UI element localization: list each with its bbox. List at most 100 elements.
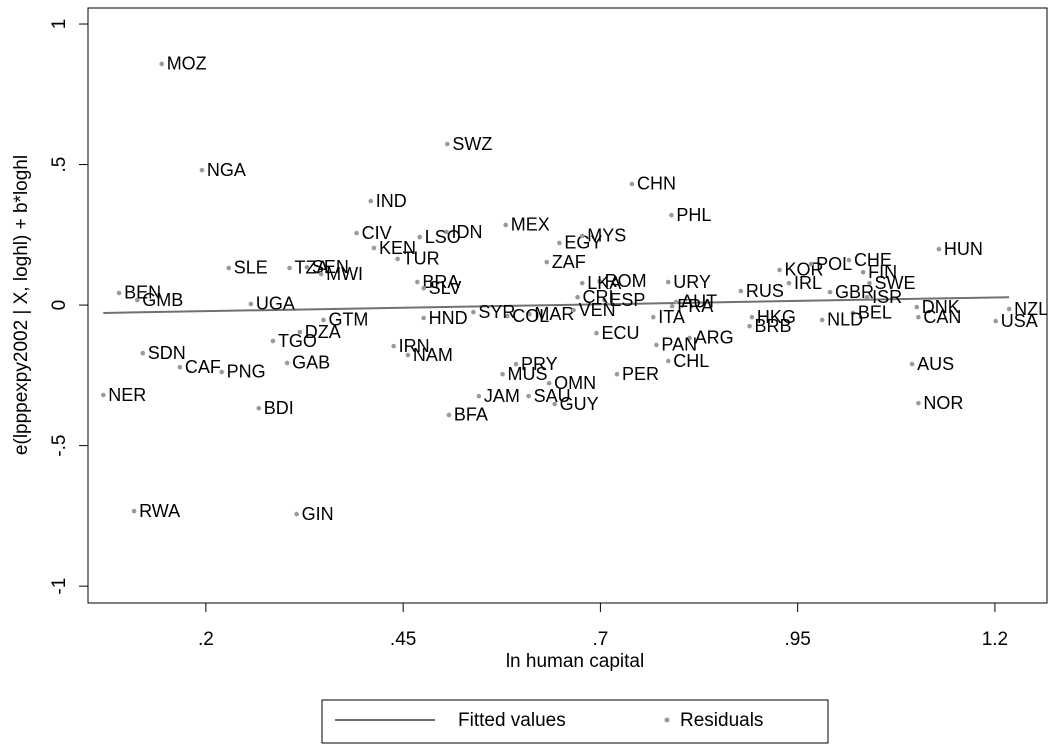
- residual-point: [446, 412, 452, 418]
- point-label: BDI: [264, 398, 294, 418]
- legend-label: Residuals: [680, 710, 763, 731]
- residual-point: [504, 313, 510, 319]
- point-label: SDN: [148, 343, 186, 363]
- point-label: BFA: [454, 405, 488, 425]
- residual-point: [391, 343, 396, 349]
- point-label: CHN: [637, 174, 676, 194]
- point-label: ECU: [601, 323, 639, 343]
- residual-point: [579, 233, 585, 239]
- residual-point: [131, 508, 137, 514]
- residual-point: [819, 317, 825, 323]
- residual-point: [445, 141, 450, 147]
- residual-point: [284, 360, 290, 366]
- residual-point: [226, 265, 232, 271]
- point-label: GUY: [560, 394, 599, 414]
- point-label: HND: [429, 308, 468, 328]
- point-label: CHL: [673, 351, 709, 371]
- point-label: PAN: [661, 335, 697, 355]
- residual-point: [867, 280, 872, 286]
- x-tick-label: .2: [198, 629, 214, 650]
- point-label: SLV: [429, 278, 462, 298]
- residual-point: [614, 371, 620, 377]
- residual-point: [405, 352, 411, 358]
- point-label: CAN: [923, 307, 961, 327]
- residual-point: [654, 342, 659, 348]
- point-label: NLD: [827, 310, 863, 330]
- residual-point: [256, 405, 262, 411]
- residual-point: [177, 364, 183, 370]
- point-label: MWI: [326, 264, 363, 284]
- residual-point: [304, 264, 310, 270]
- point-label: AUS: [917, 354, 954, 374]
- point-label: COL: [512, 306, 549, 326]
- residual-point: [527, 311, 532, 317]
- point-label: GMB: [142, 290, 183, 310]
- residual-point: [546, 380, 552, 386]
- residual-point: [248, 301, 254, 307]
- residual-point: [371, 245, 377, 251]
- residual-point: [860, 269, 866, 275]
- point-label: FRA: [677, 296, 713, 316]
- point-label: LKA: [587, 273, 621, 293]
- point-label: CRI: [583, 287, 614, 307]
- y-axis-label: e(lpppexpy2002 | X, loghl) + b*loghl: [11, 155, 32, 455]
- point-label: PNG: [227, 362, 266, 382]
- point-label: ISR: [872, 287, 902, 307]
- point-label: RUS: [746, 281, 784, 301]
- point-label: BEL: [858, 303, 892, 323]
- residual-point: [786, 280, 792, 286]
- residual-point: [544, 259, 550, 265]
- point-label: NOR: [923, 393, 963, 413]
- point-label: RWA: [139, 501, 180, 521]
- residual-point: [687, 335, 692, 341]
- residual-point: [219, 369, 224, 375]
- residual-point: [777, 267, 782, 273]
- y-tick-label: -.5: [49, 435, 70, 457]
- y-tick-label: .5: [49, 157, 70, 173]
- point-label: IDN: [452, 222, 483, 242]
- point-label: UGA: [256, 294, 295, 314]
- point-label: SWZ: [452, 134, 492, 154]
- residual-point: [665, 279, 671, 285]
- residual-point: [444, 229, 449, 235]
- point-label: CAF: [185, 357, 221, 377]
- residual-point: [575, 294, 580, 300]
- point-label: URY: [673, 272, 711, 292]
- x-tick-label: .45: [390, 629, 416, 650]
- residual-point: [318, 271, 324, 277]
- point-label: ARG: [695, 328, 734, 348]
- residual-point: [557, 240, 562, 246]
- fitted-line: [103, 296, 1010, 314]
- residual-point: [916, 400, 921, 406]
- point-label: OMN: [554, 373, 596, 393]
- residual-point: [650, 314, 656, 320]
- residual-point: [159, 61, 164, 67]
- x-tick-label: .95: [784, 629, 810, 650]
- residual-point: [471, 309, 476, 315]
- point-label: HKG: [757, 307, 796, 327]
- residual-point: [909, 361, 915, 367]
- residual-point: [673, 299, 679, 305]
- point-label: VEN: [579, 300, 616, 320]
- point-label: SYR: [478, 302, 515, 322]
- point-label: CHE: [854, 250, 892, 270]
- y-tick-label: -1: [49, 578, 70, 595]
- residual-point: [421, 315, 426, 321]
- residual-point: [287, 265, 292, 271]
- point-label: PER: [622, 364, 659, 384]
- residual-point: [749, 314, 755, 320]
- point-label: DZA: [305, 322, 341, 342]
- residual-point: [500, 371, 505, 377]
- residual-point: [827, 289, 833, 295]
- residual-point: [417, 234, 423, 240]
- residual-point: [415, 279, 420, 285]
- residual-point: [993, 318, 999, 324]
- residual-point: [1006, 306, 1012, 312]
- residual-point: [629, 181, 635, 187]
- point-label: ZAF: [552, 252, 586, 272]
- residual-point: [738, 288, 744, 294]
- point-label: BRA: [422, 272, 459, 292]
- residual-point: [395, 256, 400, 262]
- residual-point: [354, 230, 359, 236]
- point-label: MEX: [511, 215, 550, 235]
